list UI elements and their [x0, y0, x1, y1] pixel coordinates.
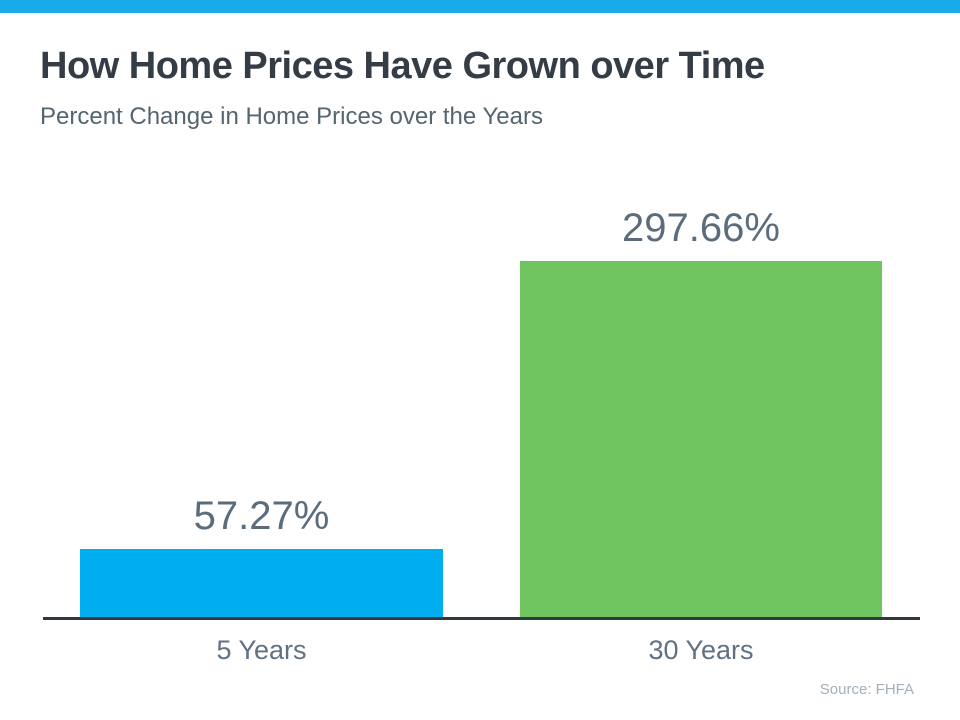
bar-value-label-5-years: 57.27% — [193, 494, 330, 538]
x-axis-line — [43, 617, 920, 620]
bar-value-label-30-years: 297.66% — [622, 206, 780, 250]
page-title: How Home Prices Have Grown over Time — [40, 45, 765, 87]
x-axis-tick-label-5-years: 5 Years — [216, 635, 307, 665]
x-axis-tick-label-30-years: 30 Years — [648, 635, 754, 665]
page-subtitle: Percent Change in Home Prices over the Y… — [40, 103, 543, 130]
bar-5-years — [80, 549, 443, 618]
top-accent-bar — [0, 0, 960, 13]
bar-30-years — [520, 261, 882, 618]
source-note: Source: FHFA — [819, 681, 914, 698]
